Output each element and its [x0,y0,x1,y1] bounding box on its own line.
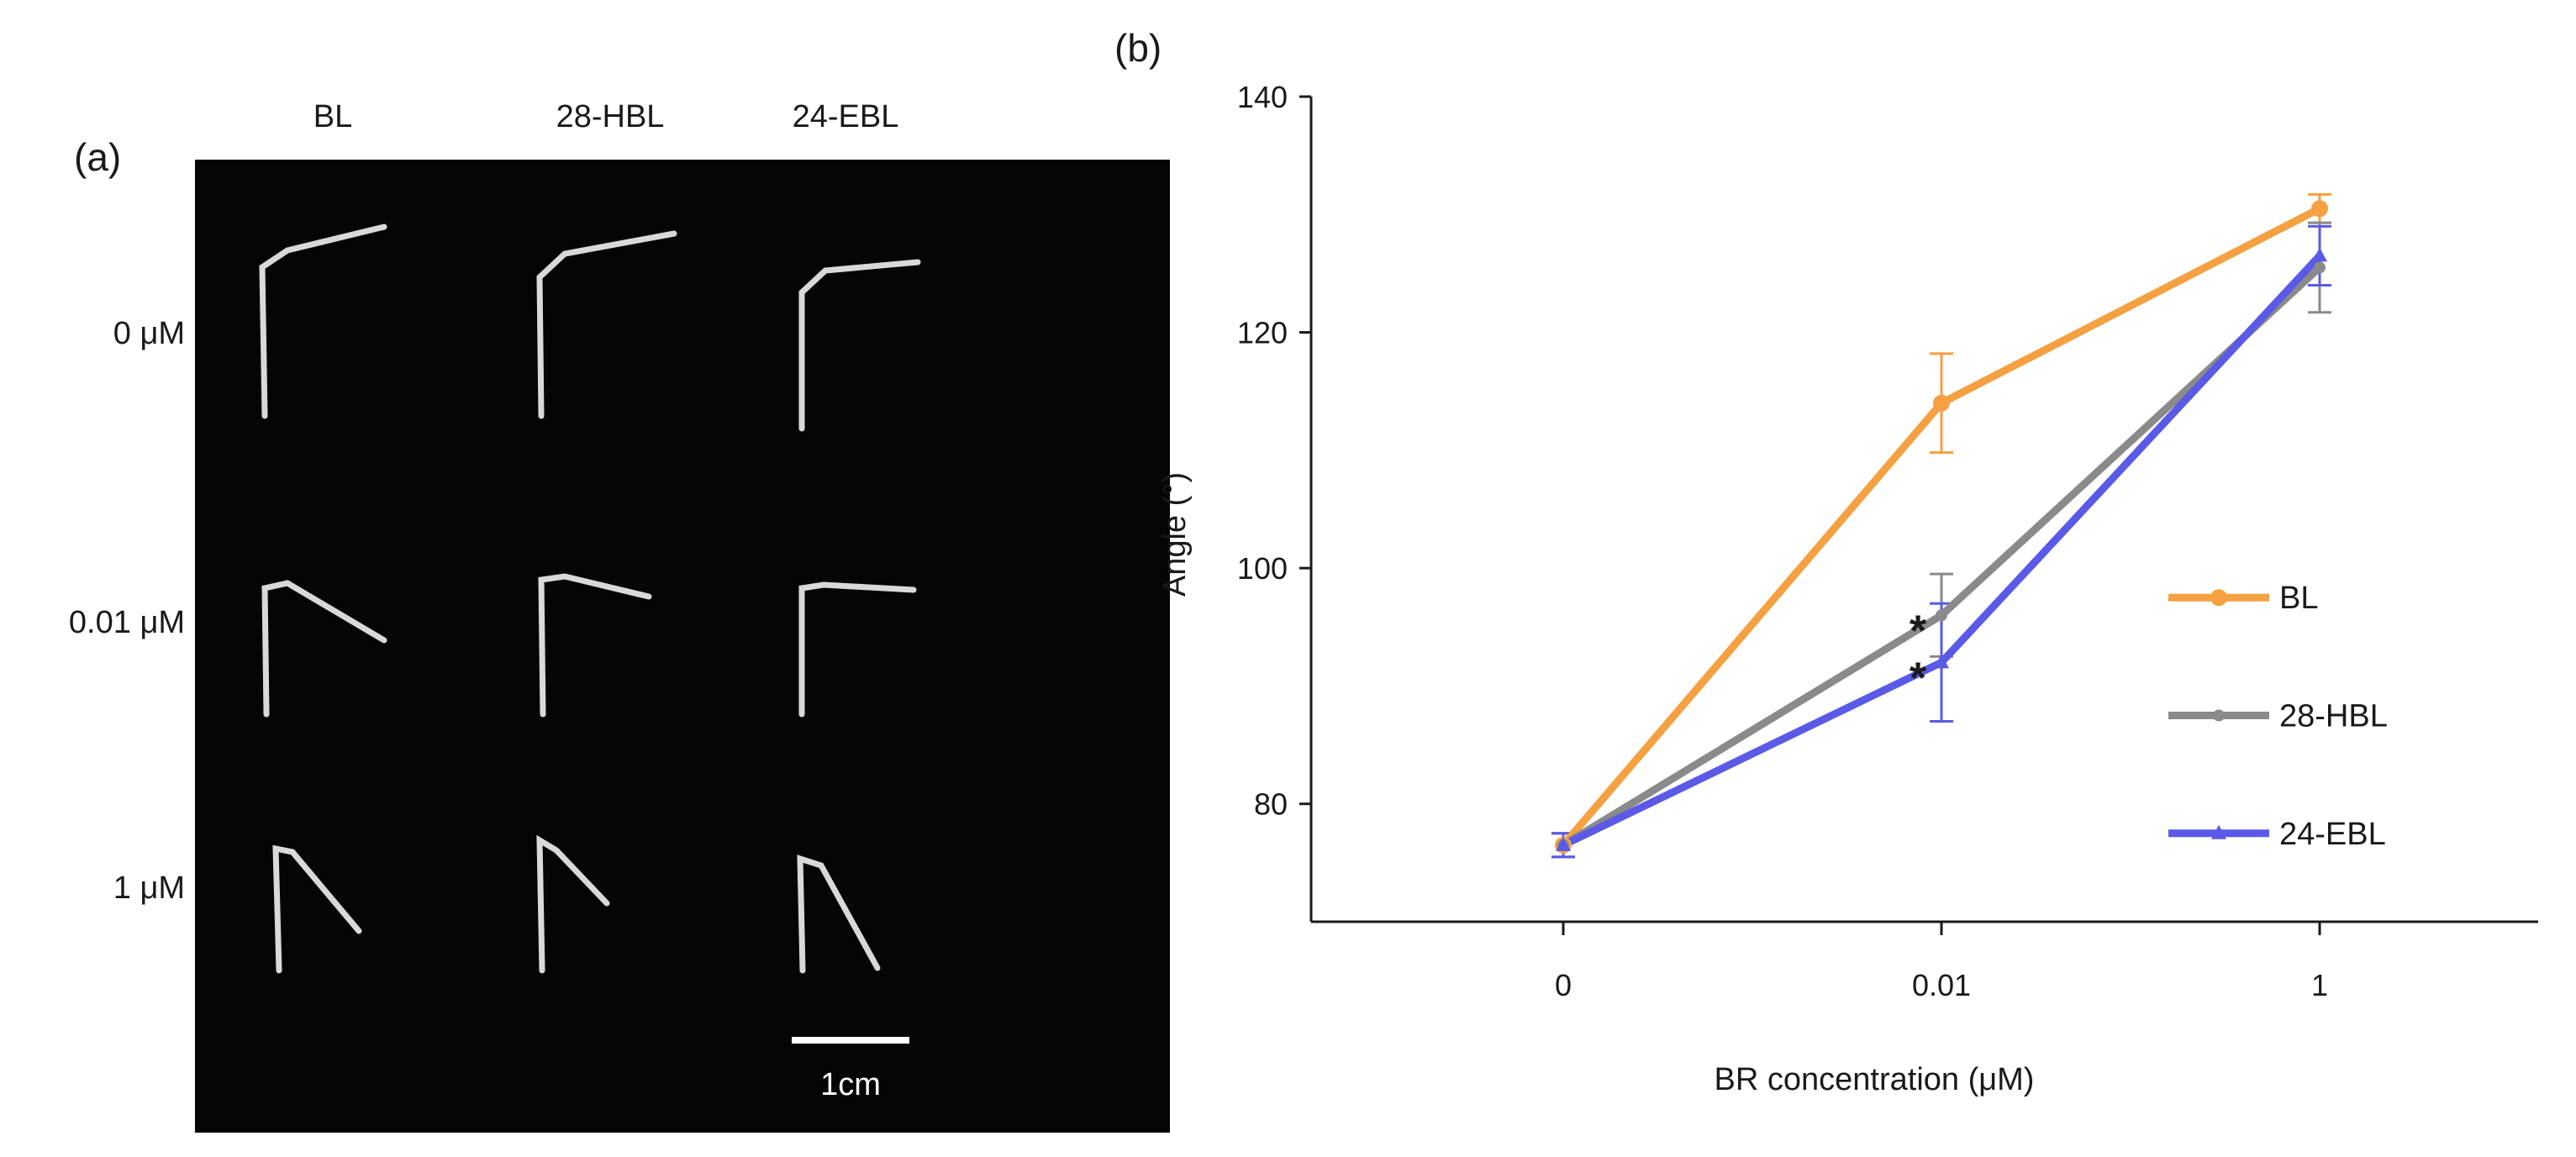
legend-label-28-hbl: 28-HBL [2279,699,2388,734]
leaf-24ebl-001 [798,581,917,718]
significance-asterisk: * [1910,654,1927,702]
data-point-bl [2311,200,2328,218]
row-label-0: 0 μM [113,316,185,351]
x-tick-label: 0.01 [1912,968,1971,1002]
scale-bar-label: 1cm [820,1067,881,1102]
angle-line-chart: 80 100 120 140 0 0.01 1 BR concentration (μM) An… [1157,80,2538,1097]
row-label-1: 1 μM [113,870,185,906]
y-axis-title: Angle (°) [1157,472,1193,597]
series-line-24-ebl [1562,253,2323,849]
leaf-28hbl-1 [536,834,610,974]
leaf-28hbl-001 [538,573,652,718]
legend-label-bl: BL [2279,581,2318,616]
data-point-24-ebl [1556,836,1571,851]
data-point-bl [1933,394,1950,412]
x-tick-label: 1 [2311,968,2328,1002]
data-point-28-hbl [1936,609,1947,622]
y-tick-label: 100 [1237,551,1288,586]
leaf-24ebl-0 [798,259,921,432]
legend-marker-24-ebl [2211,824,2226,839]
y-tick-label: 140 [1237,80,1288,114]
lamina-inclination-photo: 1cm [195,160,1170,1133]
panel-a-label: (a) [74,135,122,179]
legend-marker-28-hbl [2213,709,2225,722]
legend-label-24-ebl: 24-EBL [2279,817,2386,852]
row-label-0-01: 0.01 μM [68,605,185,640]
leaf-28hbl-0 [536,230,677,419]
y-tick-label: 80 [1254,787,1288,822]
leaf-bl-001 [261,580,387,718]
panel-b-label: (b) [1114,26,1162,70]
column-label-28-hbl: 28-HBL [556,99,665,134]
data-point-28-hbl [2314,261,2326,274]
y-tick-label: 120 [1237,316,1288,350]
data-point-24-ebl [2312,247,2327,262]
data-point-24-ebl [1934,654,1949,669]
series-line-bl [1560,205,2322,848]
x-tick-label: 0 [1555,968,1572,1002]
leaf-bl-1 [272,844,362,974]
significance-asterisk: * [1910,607,1927,655]
column-label-24-ebl: 24-EBL [792,99,899,134]
x-axis-title: BR concentration (μM) [1715,1062,2035,1097]
column-label-bl: BL [313,99,353,134]
leaf-bl-0 [259,224,387,419]
leaf-24ebl-1 [797,855,881,974]
legend-marker-bl [2210,589,2227,607]
